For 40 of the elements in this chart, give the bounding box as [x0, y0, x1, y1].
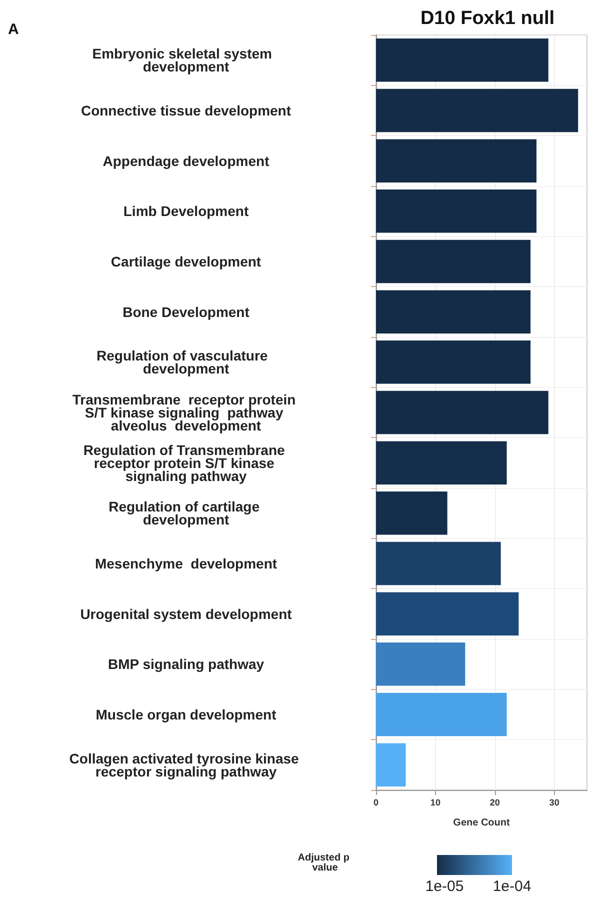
- y-tick-label: Embryonic skeletal system development: [92, 46, 280, 75]
- y-tick-label: Collagen activated tyrosine kinase receptor signaling pathway: [69, 750, 303, 780]
- y-tick-label: Cartilage development: [110, 254, 262, 270]
- bar: [376, 240, 531, 284]
- bar: [376, 692, 507, 736]
- y-tick-label: Regulation of cartilage development: [108, 498, 264, 528]
- chart-title: D10 Foxk1 null: [420, 8, 555, 29]
- y-tick-label: Regulation of Transmembrane receptor protein S/T kinase signaling pathway: [83, 442, 289, 484]
- x-tick-label: 10: [430, 798, 440, 808]
- color-bar-label: 1e-04: [492, 878, 532, 895]
- bar: [376, 642, 466, 686]
- x-tick-label: 20: [490, 798, 500, 808]
- bar: [376, 190, 536, 233]
- y-tick-label: Limb Development: [123, 203, 249, 220]
- y-tick-label: Mesenchyme development: [94, 556, 278, 572]
- color-bar-label: 1e-05: [425, 878, 464, 895]
- bar: [376, 492, 448, 535]
- y-tick-label: Regulation of vasculature development: [96, 348, 276, 377]
- y-tick-label: Urogenital system development: [80, 606, 292, 622]
- bar: [376, 139, 536, 182]
- y-tick-label: Connective tissue development: [80, 102, 292, 118]
- bar: [376, 88, 578, 132]
- bar: [376, 390, 548, 434]
- bar: [376, 290, 531, 334]
- bar: [376, 542, 501, 586]
- bar: [376, 340, 531, 384]
- y-tick-label: Bone Development: [122, 304, 250, 320]
- x-axis-title: Gene Count: [453, 818, 510, 828]
- bar: [376, 592, 519, 636]
- bar: [376, 441, 507, 484]
- bar: [376, 38, 548, 82]
- y-tick-label: Muscle organ development: [96, 706, 277, 722]
- y-tick-label: Appendage development: [102, 152, 270, 169]
- bar: [376, 743, 406, 786]
- x-tick-label: 30: [549, 798, 560, 808]
- x-tick-label: 0: [373, 798, 379, 808]
- text: A: [8, 21, 19, 38]
- y-tick-label: Transmembrane receptor protein S/T kinase signaling pathway alveolus development: [72, 392, 300, 434]
- y-tick-label: BMP signaling pathway: [108, 656, 264, 672]
- color-bar-title: Adjusted p value: [298, 852, 352, 874]
